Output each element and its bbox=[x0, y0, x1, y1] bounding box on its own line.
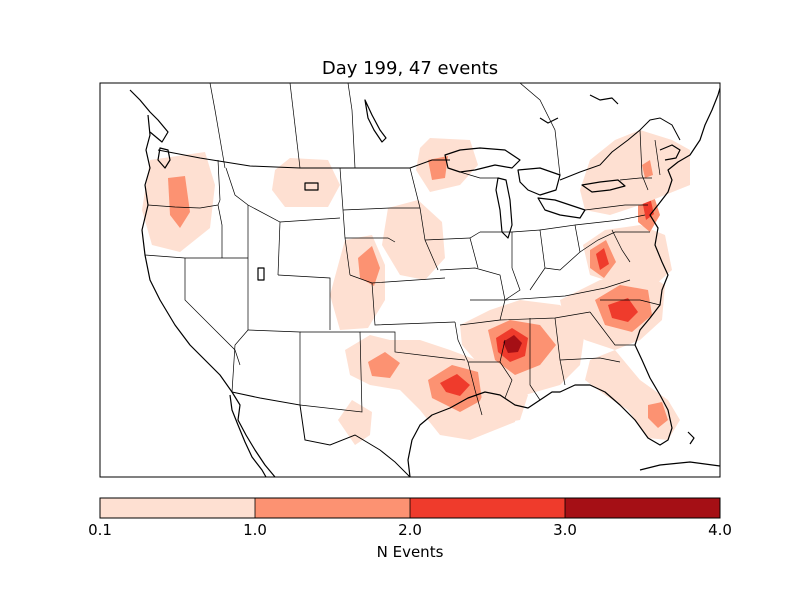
coastlines bbox=[129, 87, 720, 477]
event-region-southern-plains bbox=[338, 335, 520, 445]
colorbar-bin bbox=[255, 498, 410, 518]
colorbar-label: N Events bbox=[377, 543, 444, 561]
event-region-mid-atlantic bbox=[583, 190, 672, 285]
colorbar-frame bbox=[99, 497, 721, 519]
colorbar-tick-label: 2.0 bbox=[398, 521, 422, 539]
colorbar-bin bbox=[100, 498, 255, 518]
colorbar-bin bbox=[565, 498, 720, 518]
state-borders bbox=[144, 83, 661, 416]
colorbar-tick-label: 1.0 bbox=[243, 521, 267, 539]
event-region-florida bbox=[585, 350, 680, 440]
event-region-pacific-northwest bbox=[142, 152, 215, 252]
colorbar-tick-label: 0.1 bbox=[88, 521, 112, 539]
event-region-central-plains bbox=[330, 235, 385, 330]
event-region-northern-plains bbox=[382, 200, 445, 280]
event-region-northeast bbox=[580, 130, 690, 215]
colorbar-bin bbox=[410, 498, 565, 518]
map-title: Day 199, 47 events bbox=[322, 58, 498, 79]
event-region-carolinas bbox=[560, 270, 665, 350]
event-region-lower-mississippi bbox=[460, 300, 585, 425]
map-frame bbox=[99, 82, 721, 478]
event-shading bbox=[142, 130, 690, 445]
country-borders bbox=[157, 117, 681, 477]
colorbar-tick-label: 3.0 bbox=[553, 521, 577, 539]
colorbar: 0.1 1.0 2.0 3.0 4.0 N Events bbox=[88, 497, 732, 561]
colorbar-tick-label: 4.0 bbox=[708, 521, 732, 539]
